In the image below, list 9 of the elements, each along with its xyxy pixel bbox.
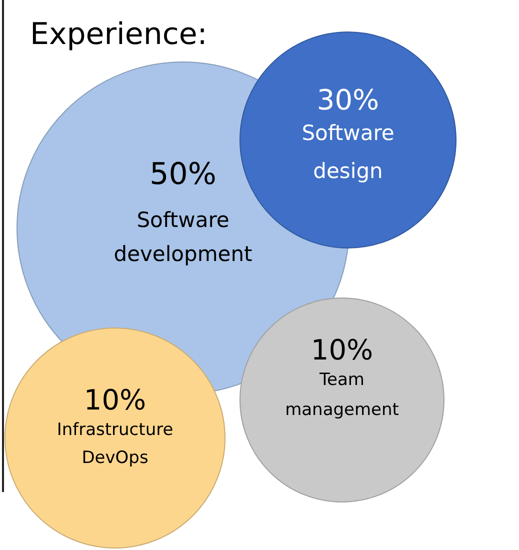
data-label: 30%: [316, 83, 380, 116]
data-label: 50%: [150, 156, 216, 192]
text: Experience:: [30, 16, 208, 52]
category-label: Infrastructure DevOps: [56, 420, 174, 468]
category-label: Software development: [114, 208, 252, 266]
category-label: Software design: [302, 120, 394, 183]
data-label: 10%: [310, 333, 374, 366]
category-label: Team management: [285, 370, 400, 420]
data-label: 10%: [84, 383, 146, 416]
